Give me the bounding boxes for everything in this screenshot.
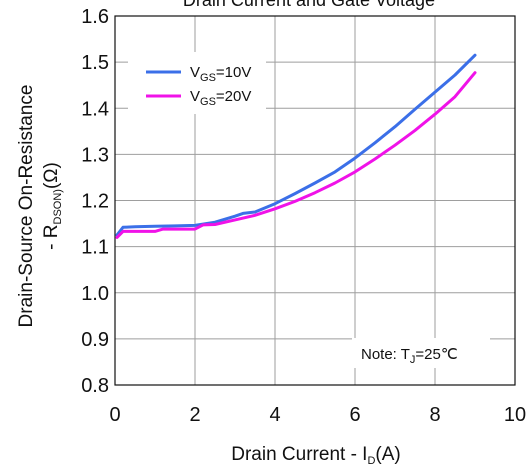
chart-title: Drain Current and Gate Voltage <box>183 0 435 10</box>
legend-background <box>128 52 266 114</box>
legend-label-vgs-20v: VGS=20V <box>190 88 251 108</box>
grid <box>115 16 515 385</box>
y-tick-label: 1.3 <box>81 144 109 166</box>
x-tick-label: 4 <box>269 404 280 426</box>
annotation-tail: =25℃ <box>415 346 457 363</box>
y-tick-label: 1.1 <box>81 237 109 259</box>
tick-labels: 0 2 4 6 8 10 0.8 0.9 1.0 1.1 1.2 1.3 1.4 1.5 1.6 <box>81 6 526 426</box>
x-tick-label: 10 <box>504 404 526 426</box>
legend-label-main: V <box>190 64 200 81</box>
legend-label-tail: =10V <box>216 64 251 81</box>
series-layer <box>115 53 477 239</box>
x-axis-title-tail: (A) <box>375 444 400 465</box>
series-line-1 <box>115 71 477 239</box>
x-axis-title-sub: D <box>367 455 375 467</box>
y-tick-label: 0.9 <box>81 329 109 351</box>
legend-label-sub: GS <box>200 72 216 84</box>
legend-label-vgs-10v: VGS=10V <box>190 64 251 84</box>
x-tick-label: 0 <box>109 404 120 426</box>
series-line-0 <box>115 53 477 237</box>
annotation-main: Note: T <box>361 346 410 363</box>
x-tick-label: 8 <box>429 404 440 426</box>
annotation-background <box>352 338 490 368</box>
x-tick-label: 2 <box>189 404 200 426</box>
y-axis-title-line2-sub: DSON) <box>52 189 64 224</box>
annotation-sub: J <box>410 354 416 366</box>
x-axis-title-main: Drain Current - I <box>231 444 367 465</box>
y-axis-title-line2-main: - R <box>41 224 62 249</box>
y-tick-label: 1.6 <box>81 6 109 28</box>
y-tick-label: 1.5 <box>81 52 109 74</box>
annotation: Note: TJ=25℃ <box>352 338 490 368</box>
y-axis-title-line1: Drain-Source On-Resistance <box>16 85 37 328</box>
legend-label-main: V <box>190 88 200 105</box>
y-axis-title-line2-tail: (Ω) <box>41 162 62 189</box>
y-tick-label: 1.4 <box>81 98 109 120</box>
annotation-text: Note: TJ=25℃ <box>361 346 458 366</box>
y-tick-label: 0.8 <box>81 375 109 397</box>
x-axis-title: Drain Current - ID(A) <box>231 444 400 467</box>
legend-label-tail: =20V <box>216 88 251 105</box>
legend-label-sub: GS <box>200 96 216 108</box>
legend: VGS=10V VGS=20V <box>128 52 266 114</box>
plot-frame <box>114 15 516 386</box>
y-axis-title-line2: - RDSON)(Ω) <box>41 162 64 250</box>
x-tick-label: 6 <box>349 404 360 426</box>
y-tick-label: 1.0 <box>81 283 109 305</box>
y-tick-label: 1.2 <box>81 191 109 213</box>
